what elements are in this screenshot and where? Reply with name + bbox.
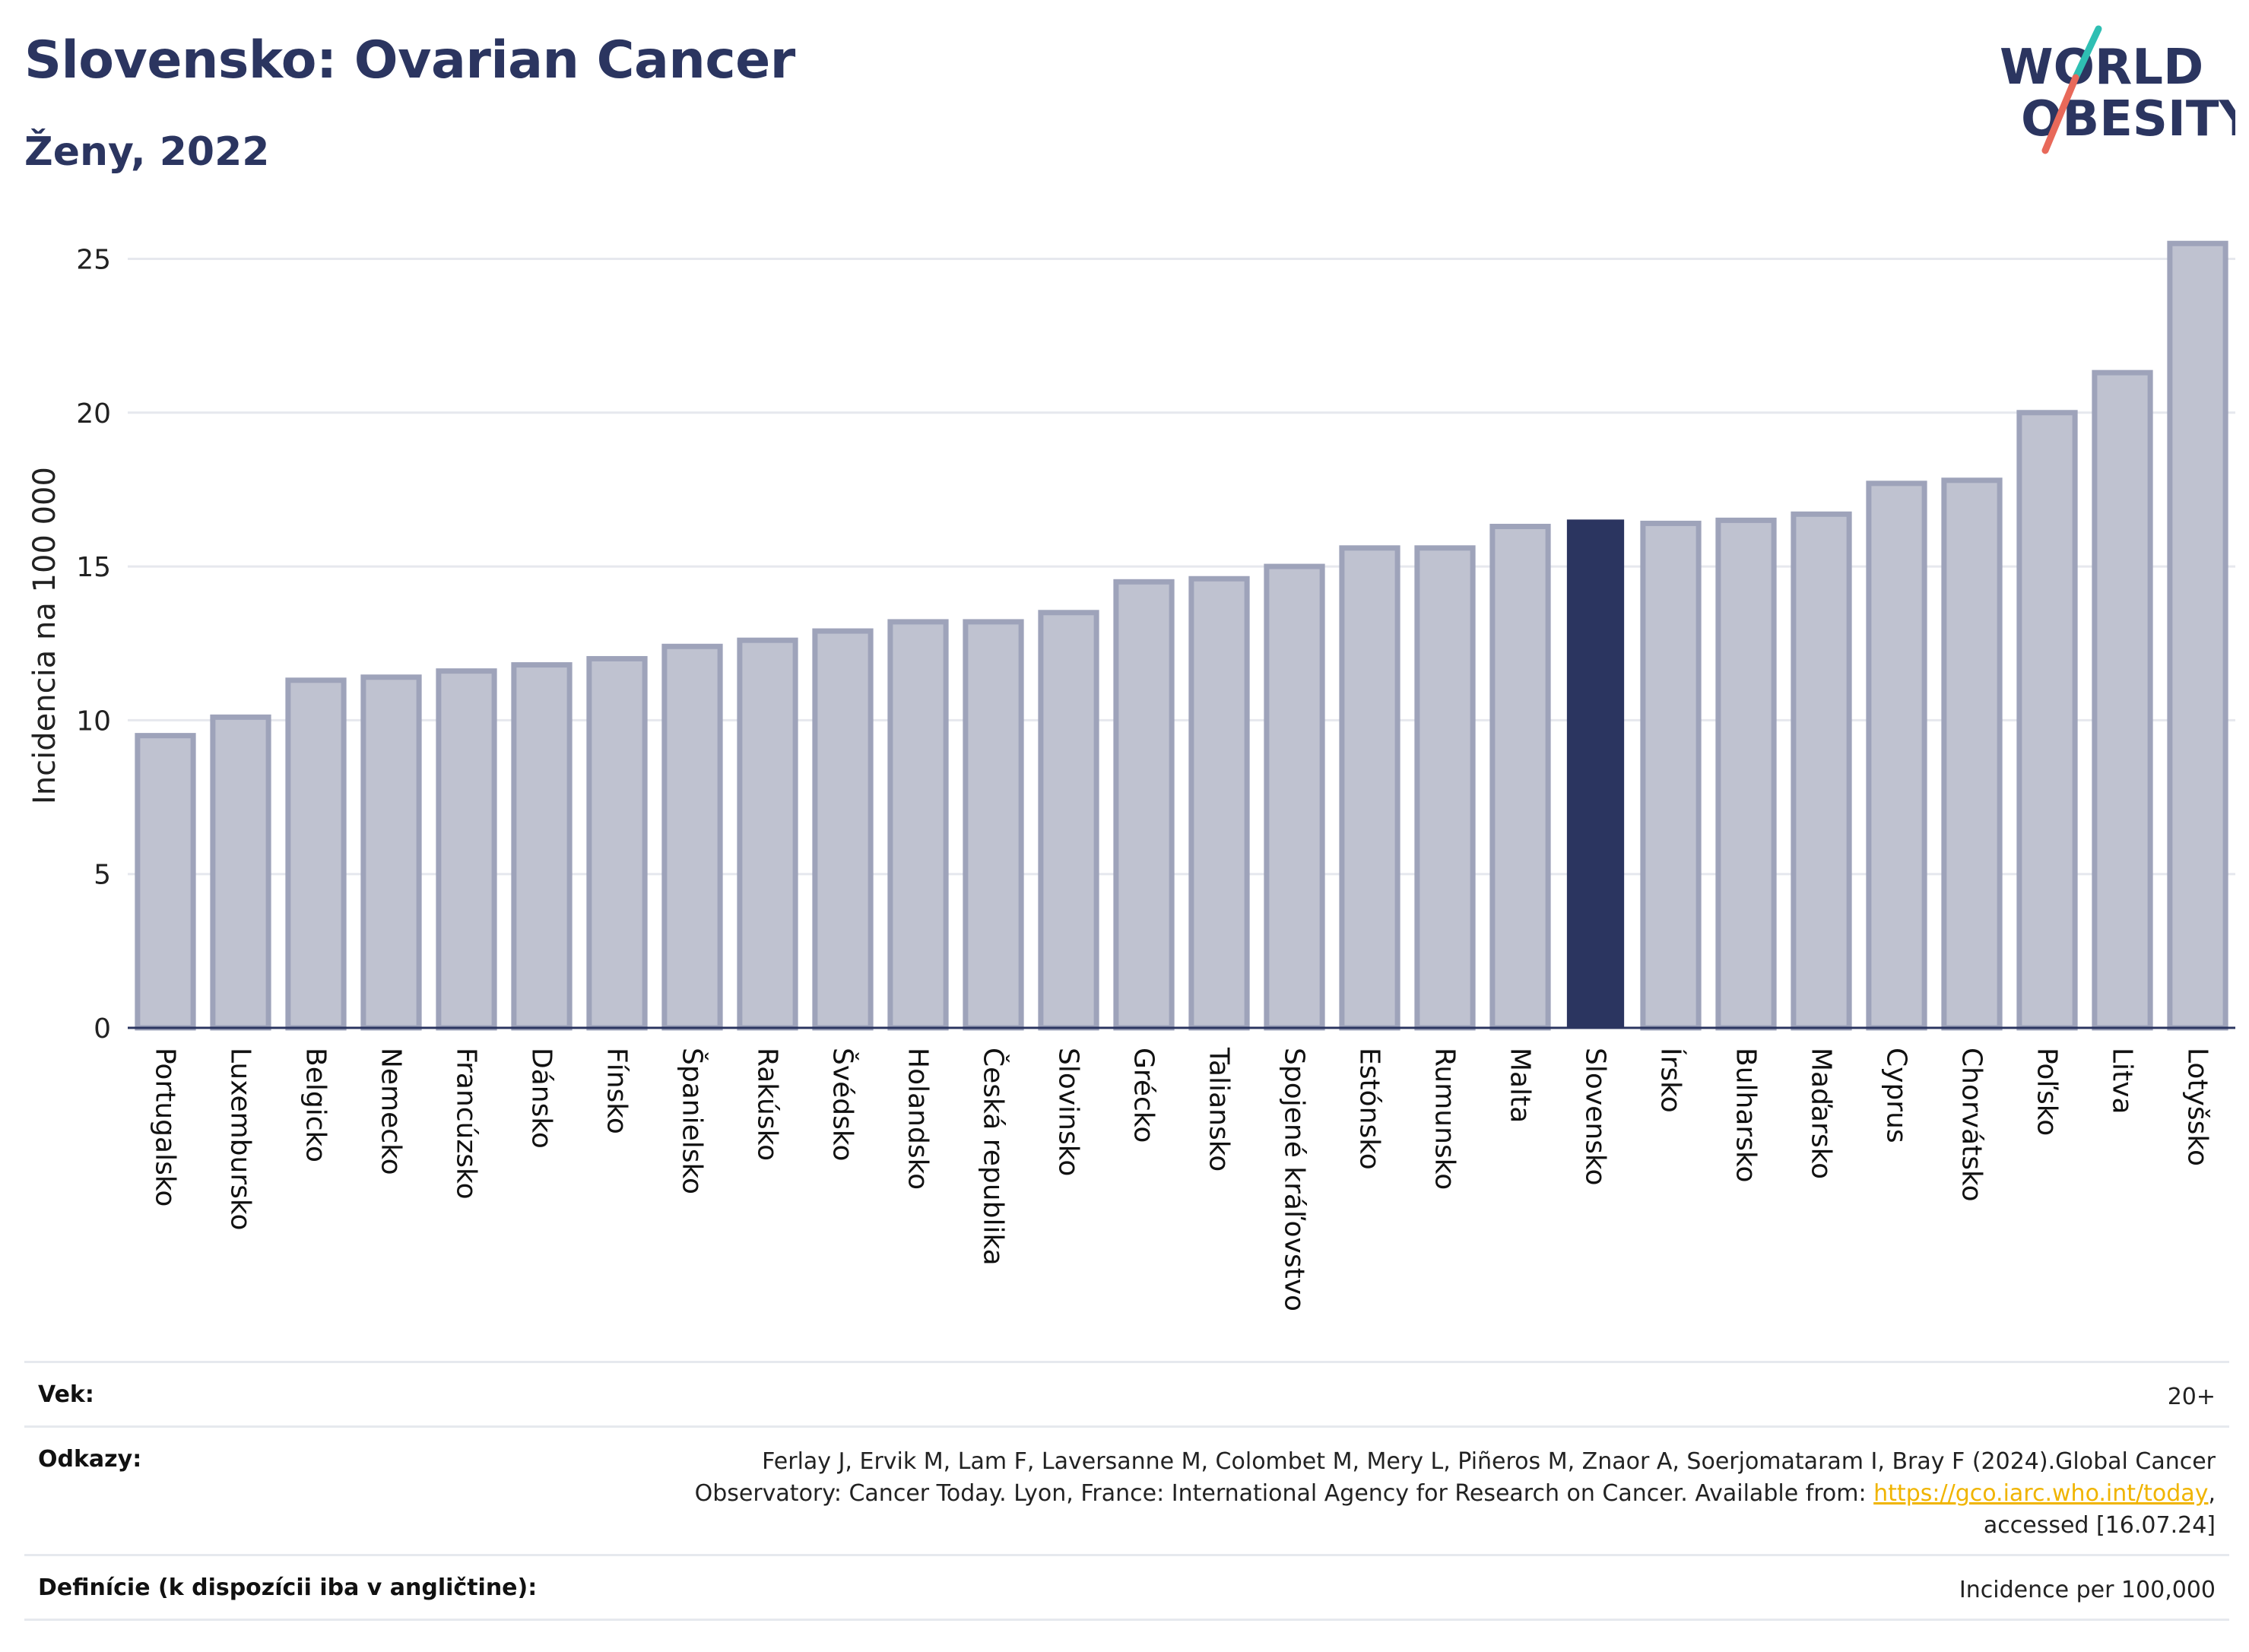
reference-line-2-end: , [2208, 1480, 2216, 1507]
bar [2092, 369, 2153, 1031]
x-tick-label: Maďarsko [1806, 1048, 1837, 1179]
logo-text-world: WORLD [2000, 40, 2203, 96]
y-tick-label: 5 [94, 860, 111, 891]
bar [135, 733, 196, 1031]
info-table: Vek: 20+ Odkazy: Ferlay J, Ervik M, Lam … [24, 1361, 2229, 1621]
x-tick-label: Spojené kráľovstvo [1279, 1048, 1310, 1311]
x-tick-label: Francúzsko [451, 1048, 482, 1200]
bar [360, 674, 422, 1031]
definitions-label: Definície (k dispozícii iba v angličtine… [38, 1574, 538, 1601]
chart-title: Slovensko: Ovarian Cancer [24, 30, 795, 90]
x-tick-label: Slovinsko [1053, 1048, 1084, 1176]
bar [1414, 545, 1476, 1031]
y-tick-label: 10 [76, 706, 111, 737]
x-tick-label: Estónsko [1354, 1048, 1385, 1170]
logo-slash-bottom [2041, 74, 2079, 154]
bar [1715, 517, 1777, 1031]
bar-highlighted [1566, 519, 1625, 1029]
bar [1339, 545, 1400, 1031]
bar [436, 668, 497, 1031]
references-value: Ferlay J, Ervik M, Lam F, Laversanne M, … [695, 1446, 2216, 1542]
reference-line-1: Ferlay J, Ervik M, Lam F, Laversanne M, … [762, 1448, 2216, 1475]
y-tick-label: 25 [76, 244, 111, 275]
x-tick-label: Bulharsko [1730, 1048, 1762, 1183]
x-tick-label: Fínsko [601, 1048, 633, 1134]
y-tick-label: 0 [94, 1013, 111, 1045]
references-label: Odkazy: [38, 1446, 142, 1473]
age-value: 20+ [2167, 1384, 2216, 1410]
bar [1791, 511, 1852, 1031]
x-tick-label: Litva [2107, 1048, 2138, 1115]
y-axis-title: Incidencia na 100 000 [27, 467, 62, 804]
bar [887, 619, 949, 1031]
x-tick-label: Slovensko [1580, 1048, 1611, 1186]
bar [2167, 240, 2228, 1031]
x-tick-label: Rakúsko [752, 1048, 783, 1161]
bar [1188, 576, 1250, 1031]
x-tick-label: Nemecko [376, 1048, 407, 1175]
x-tick-label: Grécko [1128, 1048, 1159, 1143]
bar [661, 643, 723, 1031]
x-tick-label: Lotyšsko [2182, 1048, 2213, 1166]
bar [1640, 520, 1702, 1031]
x-tick-label: Chorvátsko [1956, 1048, 1987, 1202]
y-tick-label: 15 [76, 552, 111, 583]
info-row-references: Odkazy: Ferlay J, Ervik M, Lam F, Lavers… [24, 1425, 2229, 1554]
x-tick-label: Švédsko [827, 1048, 859, 1162]
bar [1489, 523, 1551, 1031]
reference-line-3: accessed [16.07.24] [1983, 1512, 2216, 1539]
x-tick-label: Cyprus [1881, 1048, 1912, 1143]
x-tick-label: Holandsko [902, 1048, 934, 1190]
bar [812, 628, 874, 1031]
age-label: Vek: [38, 1381, 94, 1408]
bar [586, 655, 648, 1031]
x-tick-label: Poľsko [2032, 1048, 2063, 1136]
reference-line-2: Observatory: Cancer Today. Lyon, France:… [694, 1480, 1874, 1507]
bar [963, 619, 1024, 1031]
x-tick-label: Portugalsko [150, 1048, 181, 1206]
x-tick-label: Belgicko [300, 1048, 331, 1162]
info-row-age: Vek: 20+ [24, 1361, 2229, 1425]
bar-chart: 0 5 10 15 20 25 Incidencia na 100 000 Portugals… [27, 240, 2235, 1311]
world-obesity-logo: WORLD OBESITY [2000, 25, 2235, 154]
bar [2016, 410, 2078, 1031]
bar [285, 677, 347, 1031]
x-tick-label: Dánsko [526, 1048, 557, 1149]
bar [1038, 610, 1099, 1031]
bar [1264, 563, 1325, 1031]
info-row-definitions: Definície (k dispozícii iba v angličtine… [24, 1554, 2229, 1621]
x-tick-label: Malta [1505, 1048, 1536, 1123]
x-tick-label: Rumunsko [1429, 1048, 1461, 1190]
bar [737, 637, 798, 1031]
bar [1941, 477, 2003, 1031]
x-tick-label: Španielsko [677, 1048, 709, 1194]
y-tick-label: 20 [76, 398, 111, 430]
chart-subtitle: Ženy, 2022 [24, 129, 270, 175]
logo-slash-top [2072, 25, 2102, 81]
x-tick-label: Írsko [1655, 1048, 1687, 1113]
x-tick-label: Taliansko [1204, 1047, 1235, 1172]
bar [511, 662, 573, 1031]
bar [210, 714, 271, 1031]
x-tick-label: Česká republika [978, 1048, 1010, 1266]
x-tick-label: Luxembursko [225, 1048, 256, 1230]
bar [1866, 480, 1927, 1031]
reference-link[interactable]: https://gco.iarc.who.int/today [1873, 1480, 2209, 1507]
definitions-value: Incidence per 100,000 [1959, 1577, 2216, 1603]
bar [1113, 579, 1175, 1031]
